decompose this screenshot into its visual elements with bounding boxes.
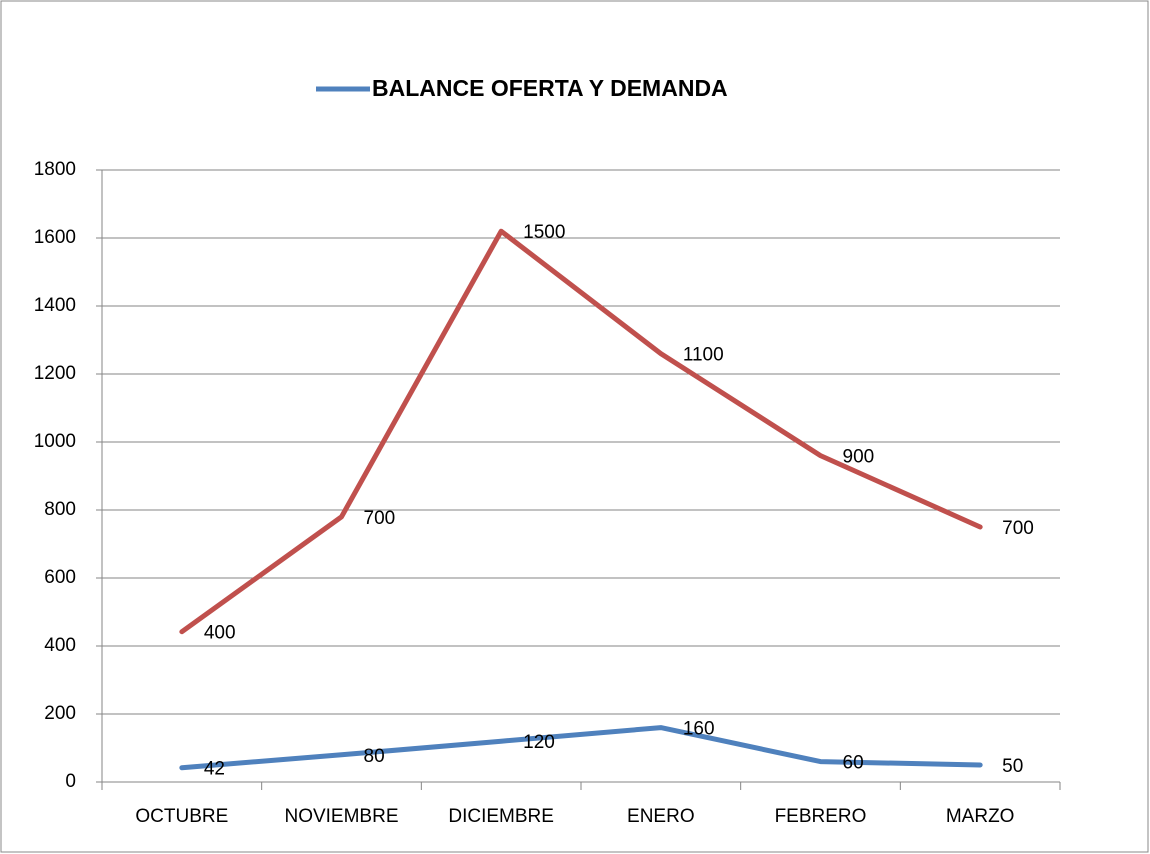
y-tick-label: 600 [44, 567, 76, 588]
y-tick-label: 200 [44, 703, 76, 724]
x-tick-label: NOVIEMBRE [284, 806, 398, 827]
data-label: 700 [1002, 518, 1034, 539]
data-label: 160 [683, 719, 715, 740]
y-tick-label: 1800 [34, 159, 76, 180]
x-tick-label: FEBRERO [775, 806, 867, 827]
data-label: 50 [1002, 756, 1023, 777]
data-label: 42 [204, 759, 225, 780]
x-tick-label: DICIEMBRE [448, 806, 554, 827]
series-line [179, 228, 983, 635]
y-tick-label: 1400 [34, 295, 76, 316]
y-tick-label: 800 [44, 499, 76, 520]
x-tick-label: ENERO [627, 806, 695, 827]
y-tick-label: 400 [44, 635, 76, 656]
x-tick-label: OCTUBRE [135, 806, 228, 827]
data-label: 120 [523, 732, 555, 753]
data-label: 80 [364, 746, 385, 767]
y-tick-label: 0 [65, 771, 76, 792]
data-label: 700 [364, 508, 396, 529]
data-label: 60 [843, 753, 864, 774]
legend-label: BALANCE OFERTA Y DEMANDA [372, 75, 728, 101]
y-tick-label: 1000 [34, 431, 76, 452]
data-label: 1100 [683, 345, 724, 366]
data-label: 1500 [523, 222, 565, 243]
y-tick-label: 1200 [34, 363, 76, 384]
data-label: 900 [843, 447, 875, 468]
y-tick-label: 1600 [34, 227, 76, 248]
data-label: 400 [204, 623, 236, 644]
series-line [179, 725, 983, 771]
x-tick-label: MARZO [946, 806, 1015, 827]
